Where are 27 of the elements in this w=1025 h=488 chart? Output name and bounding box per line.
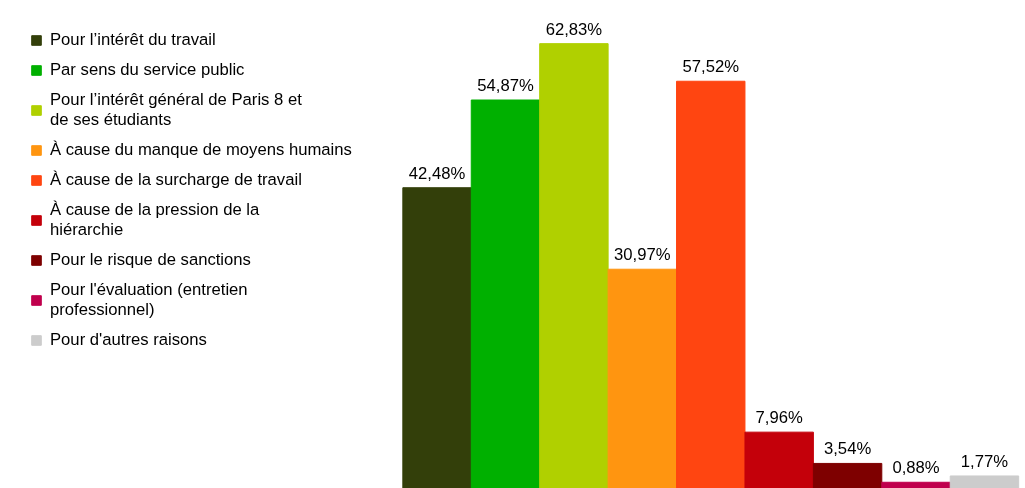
legend-label: À cause du manque de moyens humains [50, 140, 352, 160]
legend-label: À cause de la pression de la hiérarchie [50, 200, 260, 240]
data-label: 57,52% [682, 57, 740, 77]
data-label: 3,54% [823, 439, 872, 459]
bar [402, 187, 472, 488]
bar [676, 80, 746, 488]
legend-label: Par sens du service public [50, 60, 245, 80]
bar [949, 475, 1020, 488]
legend-label: Pour l’intérêt général de Paris 8 et de ses étudiants [50, 90, 302, 130]
bar [607, 268, 678, 488]
bar [744, 431, 814, 488]
data-label: 54,87% [477, 76, 534, 96]
data-label: 7,96% [755, 408, 803, 428]
bar [539, 43, 609, 488]
data-label: 42,48% [408, 163, 466, 183]
legend-label: Pour d'autres raisons [50, 330, 207, 350]
legend-label: Pour le risque de sanctions [50, 250, 251, 270]
bar [812, 462, 883, 488]
legend-label: Pour l’intérêt du travail [50, 30, 216, 50]
bar [881, 481, 951, 488]
data-label: 30,97% [614, 245, 671, 265]
legend-label: À cause de la surcharge de travail [50, 170, 302, 190]
bar [470, 99, 541, 488]
data-label: 1,77% [960, 451, 1009, 471]
data-label: 0,88% [892, 458, 940, 478]
data-label: 62,83% [545, 19, 603, 39]
legend-label: Pour l'évaluation (entretien professionnel) [50, 280, 248, 320]
